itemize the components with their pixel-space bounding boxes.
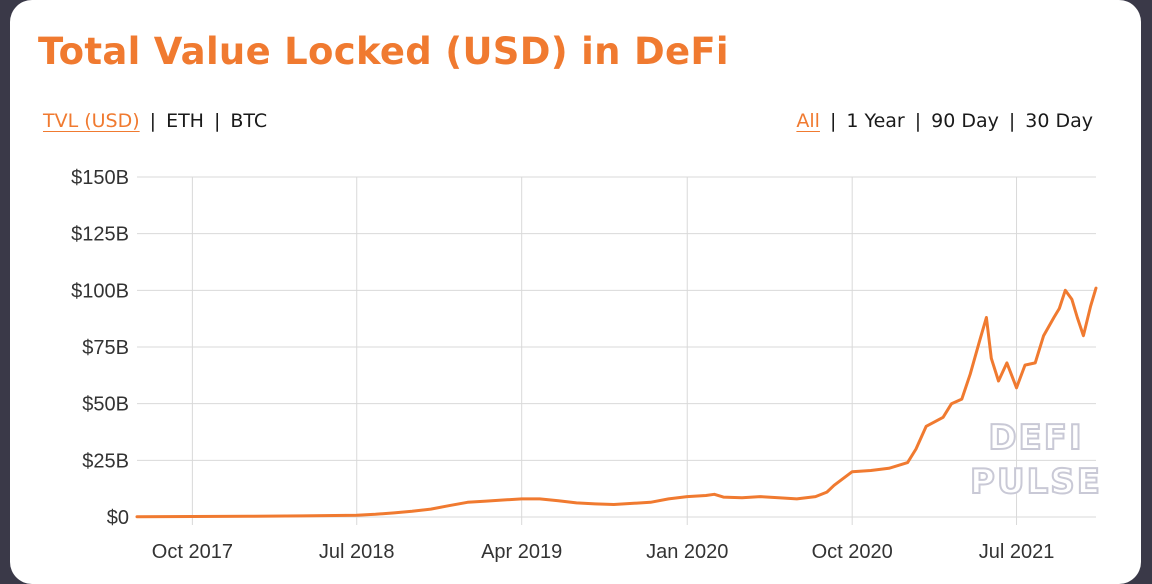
y-tick-label: $125B <box>71 224 129 246</box>
range-toggle-90-day[interactable]: 90 Day <box>931 110 999 132</box>
x-tick-label: Jul 2018 <box>319 541 395 563</box>
range-toggle-30-day[interactable]: 30 Day <box>1025 110 1093 132</box>
unit-toggle-tvl[interactable]: TVL (USD) <box>43 110 140 132</box>
separator: | <box>213 110 221 132</box>
range-toggle-group: All | 1 Year | 90 Day | 30 Day <box>796 110 1093 132</box>
y-tick-label: $100B <box>71 280 129 302</box>
separator: | <box>829 110 837 132</box>
unit-toggle-group: TVL (USD) | ETH | BTC <box>43 110 267 132</box>
separator: | <box>149 110 157 132</box>
tvl-series-line <box>135 286 1098 519</box>
x-tick-label: Jan 2020 <box>646 541 728 563</box>
y-tick-label: $25B <box>82 450 129 472</box>
unit-toggle-eth[interactable]: ETH <box>166 110 204 132</box>
watermark-text: DEFI <box>988 418 1083 458</box>
range-toggle-all[interactable]: All <box>796 110 820 132</box>
chart-card: Total Value Locked (USD) in DeFi TVL (US… <box>10 0 1141 584</box>
range-toggle-1-year[interactable]: 1 Year <box>846 110 905 132</box>
separator: | <box>1008 110 1016 132</box>
x-tick-label: Oct 2020 <box>812 541 893 563</box>
tvl-line-chart[interactable]: $0 $25B $50B $75B $100B $125B $150B Oct 2017 Jul… <box>10 0 1141 584</box>
watermark-text: PULSE <box>970 462 1102 502</box>
x-tick-label: Oct 2017 <box>152 541 233 563</box>
unit-toggle-btc[interactable]: BTC <box>230 110 268 132</box>
y-tick-label: $75B <box>82 337 129 359</box>
y-tick-label: $150B <box>71 167 129 189</box>
y-tick-label: $50B <box>82 394 129 416</box>
y-tick-label: $0 <box>107 507 129 529</box>
x-tick-label: Jul 2021 <box>979 541 1055 563</box>
separator: | <box>914 110 922 132</box>
page-title: Total Value Locked (USD) in DeFi <box>38 30 729 73</box>
x-tick-label: Apr 2019 <box>481 541 562 563</box>
